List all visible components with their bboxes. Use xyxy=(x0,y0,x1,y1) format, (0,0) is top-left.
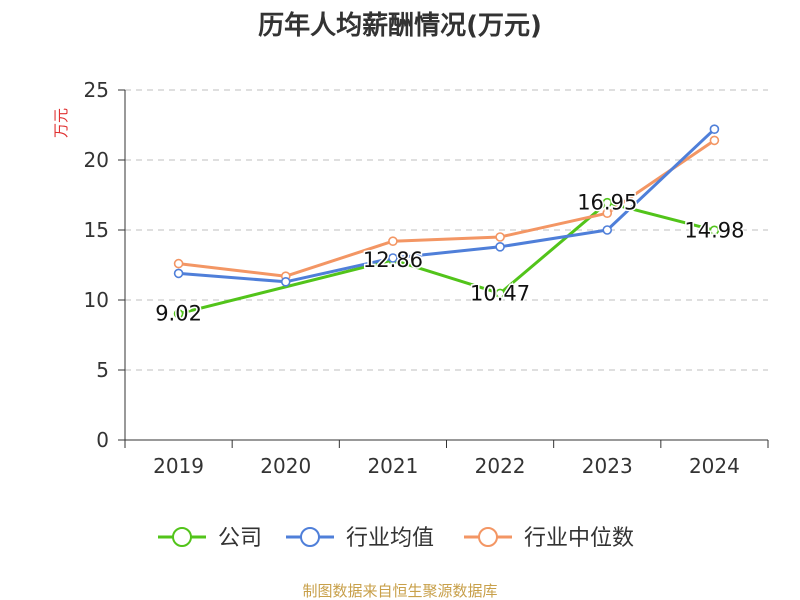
y-tick-label: 5 xyxy=(96,358,109,382)
data-point xyxy=(173,308,184,319)
y-tick-label: 25 xyxy=(84,78,109,102)
y-tick-label: 10 xyxy=(84,288,109,312)
y-axis-label: 万元 xyxy=(52,108,70,138)
data-point xyxy=(602,225,613,235)
legend: 公司 行业均值 行业中位数 xyxy=(158,526,634,551)
data-label: 16.95 xyxy=(577,191,637,215)
data-label: 9.02 xyxy=(155,302,202,326)
data-point xyxy=(709,225,720,236)
legend-marker xyxy=(300,527,320,547)
series-line xyxy=(178,128,716,284)
series-line xyxy=(178,139,716,278)
legend-label: 行业均值 xyxy=(346,526,434,551)
series-layer xyxy=(173,124,720,319)
data-label: 14.98 xyxy=(684,218,744,242)
chart-title: 历年人均薪酬情况(万元) xyxy=(258,10,542,41)
data-point xyxy=(602,208,613,218)
legend-marker xyxy=(478,527,498,547)
legend-label: 行业中位数 xyxy=(524,526,634,551)
data-point xyxy=(709,124,720,134)
data-point xyxy=(173,268,184,279)
data-point xyxy=(602,197,613,208)
footer-source: 制图数据来自恒生聚源数据库 xyxy=(302,582,497,600)
y-tick-label: 20 xyxy=(84,148,109,172)
x-tick-label: 2023 xyxy=(582,454,633,478)
axis-layer: 0 5 10 15 20 25 2019 2020 2021 2022 2023 2024 xyxy=(84,78,769,478)
grid-layer xyxy=(125,89,768,371)
legend-marker xyxy=(172,527,192,547)
data-point xyxy=(280,276,291,287)
series-line xyxy=(178,201,715,316)
data-point xyxy=(388,236,398,246)
data-point xyxy=(388,253,398,263)
x-tick-label: 2021 xyxy=(367,454,418,478)
data-point xyxy=(495,232,505,242)
legend-label: 公司 xyxy=(218,526,262,551)
data-point xyxy=(495,288,505,299)
x-tick-label: 2020 xyxy=(260,454,311,478)
data-point xyxy=(495,242,505,252)
data-point xyxy=(173,258,184,269)
data-label-layer: 9.02 12.86 10.47 16.95 14.98 xyxy=(154,189,746,327)
data-label: 10.47 xyxy=(470,281,530,305)
y-tick-label: 0 xyxy=(96,428,109,452)
x-tick-label: 2019 xyxy=(153,454,204,478)
x-tick-label: 2024 xyxy=(689,454,740,478)
data-label: 12.86 xyxy=(363,248,423,272)
y-tick-label: 15 xyxy=(84,218,109,242)
x-tick-label: 2022 xyxy=(475,454,526,478)
data-point xyxy=(709,135,720,146)
